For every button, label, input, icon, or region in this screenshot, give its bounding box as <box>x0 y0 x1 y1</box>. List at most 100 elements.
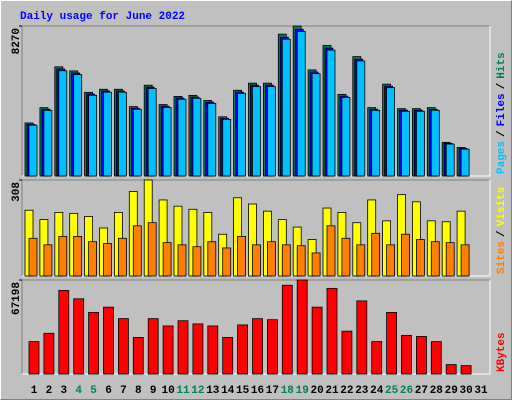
bar <box>266 319 278 375</box>
x-tick-label: 19 <box>296 385 309 397</box>
bar <box>43 332 55 375</box>
bar <box>311 306 323 375</box>
x-tick-label: 23 <box>355 385 369 397</box>
bar <box>88 94 97 177</box>
x-tick-label: 15 <box>236 385 250 397</box>
legend: Sites / Visits <box>496 187 508 274</box>
bar <box>28 341 40 375</box>
bar <box>401 334 412 375</box>
bar <box>296 279 308 375</box>
x-tick-label: 13 <box>206 385 220 397</box>
bar <box>58 236 68 277</box>
bar <box>118 91 127 177</box>
bar <box>311 252 321 277</box>
y-tick-label: 8270 <box>11 28 23 54</box>
x-tick-label: 27 <box>415 385 428 397</box>
x-tick-label: 25 <box>385 385 399 397</box>
bar <box>445 364 457 375</box>
bar <box>132 225 142 277</box>
x-tick-label: 3 <box>60 385 67 397</box>
bar <box>118 318 129 375</box>
x-tick-label: 7 <box>120 385 127 397</box>
bar <box>326 225 336 277</box>
legend: Pages / Files / Hits <box>496 52 508 174</box>
bar <box>73 236 83 277</box>
bar <box>207 241 217 277</box>
bar <box>445 143 455 177</box>
bar <box>415 336 427 375</box>
bar <box>356 300 368 375</box>
chart-title: Daily usage for June 2022 <box>20 11 185 23</box>
bar <box>341 97 351 177</box>
bar <box>252 318 263 375</box>
x-tick-label: 10 <box>161 385 174 397</box>
bar <box>386 87 396 177</box>
x-tick-label: 31 <box>474 385 488 397</box>
bar <box>326 49 336 177</box>
bar <box>222 119 232 177</box>
bar <box>103 306 114 375</box>
bar <box>58 70 68 177</box>
bar <box>222 247 232 277</box>
legend-entry: Hits <box>496 52 508 78</box>
x-tick-label: 6 <box>105 385 112 397</box>
bar <box>162 107 172 177</box>
bar <box>252 244 261 277</box>
y-tick-label: 308 <box>11 182 23 202</box>
legend-separator: / <box>496 230 508 237</box>
x-tick-label: 4 <box>75 385 82 397</box>
bar <box>177 244 187 277</box>
bar <box>237 236 247 277</box>
bar <box>460 244 470 277</box>
x-tick-label: 18 <box>281 385 295 397</box>
x-tick-label: 12 <box>191 385 204 397</box>
bar <box>296 245 306 277</box>
bar <box>43 244 53 277</box>
legend-entry: Visits <box>496 187 508 227</box>
bar <box>326 287 338 375</box>
bar <box>341 237 351 277</box>
x-tick-label: 22 <box>340 385 353 397</box>
bar <box>73 74 83 177</box>
legend-entry: Pages <box>496 141 508 174</box>
x-tick-label: 28 <box>430 385 444 397</box>
bar <box>237 324 249 375</box>
bar <box>341 330 353 375</box>
bar <box>266 86 276 177</box>
bar <box>371 341 383 375</box>
bar <box>207 325 219 375</box>
bar <box>177 320 189 375</box>
x-tick-label: 5 <box>90 385 97 397</box>
bar <box>177 98 187 177</box>
bar <box>118 237 127 277</box>
bar <box>207 103 217 177</box>
x-tick-label: 2 <box>46 385 53 397</box>
bar <box>147 222 157 277</box>
bar <box>356 60 366 177</box>
x-tick-label: 8 <box>135 385 142 397</box>
bar <box>147 318 159 375</box>
bar <box>430 109 440 177</box>
bar <box>103 243 112 277</box>
bar <box>386 244 396 277</box>
bar <box>281 38 291 177</box>
bar <box>371 109 381 177</box>
bar <box>222 337 234 375</box>
bar <box>311 73 321 177</box>
legend-separator: / <box>496 82 508 89</box>
bar <box>371 232 381 277</box>
legend-entry: Files <box>496 93 508 126</box>
x-tick-label: 21 <box>325 385 339 397</box>
bar <box>132 337 144 375</box>
bar <box>430 341 442 375</box>
bar <box>73 298 85 375</box>
bar <box>386 311 398 375</box>
legend-entry: KBytes <box>496 332 508 372</box>
bar <box>132 108 142 177</box>
legend-separator: / <box>496 130 508 137</box>
bar <box>162 325 174 375</box>
bar <box>281 284 293 375</box>
bar <box>401 110 410 177</box>
